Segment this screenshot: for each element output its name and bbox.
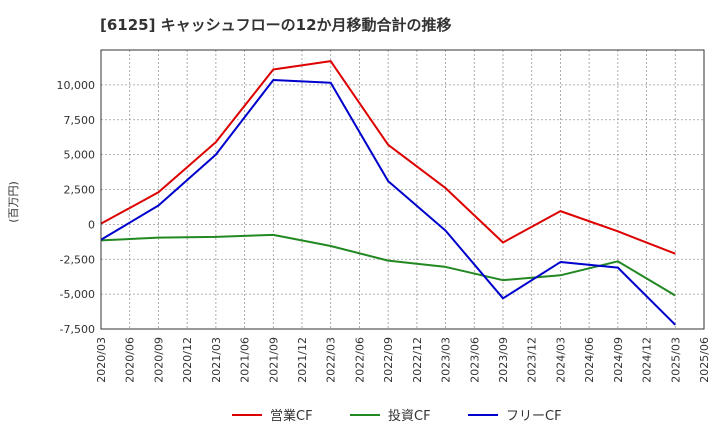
y-tick-label: -5,000 <box>60 288 95 301</box>
x-tick-label: 2022/12 <box>411 337 424 383</box>
x-tick-label: 2025/03 <box>669 337 682 383</box>
x-tick-label: 2024/12 <box>641 337 654 383</box>
chart-title: [6125] キャッシュフローの12か月移動合計の推移 <box>100 16 452 34</box>
y-tick-label: 10,000 <box>57 79 96 92</box>
x-tick-label: 2023/06 <box>468 337 481 383</box>
series-line <box>100 233 676 297</box>
x-tick-label: 2020/03 <box>95 337 108 383</box>
x-tick-label: 2021/09 <box>267 337 280 383</box>
x-tick-label: 2025/06 <box>698 337 711 383</box>
x-tick-label: 2024/06 <box>583 337 596 383</box>
x-tick-label: 2021/06 <box>239 337 252 383</box>
x-tick-label: 2021/12 <box>296 337 309 383</box>
y-axis-label: (百万円) <box>7 181 20 223</box>
x-tick-label: 2024/09 <box>612 337 625 383</box>
x-tick-label: 2020/06 <box>124 337 137 383</box>
legend-label: 営業CF <box>270 408 313 424</box>
series-line <box>100 78 676 326</box>
x-tick-label: 2024/03 <box>554 337 567 383</box>
legend-label: 投資CF <box>388 408 431 424</box>
x-tick-label: 2022/06 <box>353 337 366 383</box>
x-axis: 2020/03 2020/06 2020/09 2020/12 2021/03 2021/… <box>95 337 711 383</box>
legend: 営業CF 投資CF フリーCF <box>232 408 562 424</box>
y-tick-label: 7,500 <box>64 114 96 127</box>
x-tick-label: 2020/12 <box>181 337 194 383</box>
x-tick-label: 2023/09 <box>497 337 510 383</box>
y-tick-label: -7,500 <box>60 323 95 336</box>
x-tick-label: 2020/09 <box>152 337 165 383</box>
plot-frame <box>100 49 705 330</box>
y-axis: 10,000 7,500 5,000 2,500 0 -2,500 -5,000 -7,500 <box>57 79 96 336</box>
x-tick-label: 2022/03 <box>325 337 338 383</box>
y-tick-label: 5,000 <box>64 149 96 162</box>
y-tick-label: -2,500 <box>60 253 95 266</box>
legend-label: フリーCF <box>506 409 562 424</box>
x-tick-label: 2022/09 <box>382 337 395 383</box>
y-tick-label: 2,500 <box>64 184 96 197</box>
series-line <box>100 60 676 255</box>
x-tick-label: 2023/12 <box>526 337 539 383</box>
series-lines <box>100 60 676 326</box>
y-tick-label: 0 <box>88 218 95 231</box>
x-tick-label: 2021/03 <box>210 337 223 383</box>
x-tick-label: 2023/03 <box>440 337 453 383</box>
grid <box>100 50 705 330</box>
